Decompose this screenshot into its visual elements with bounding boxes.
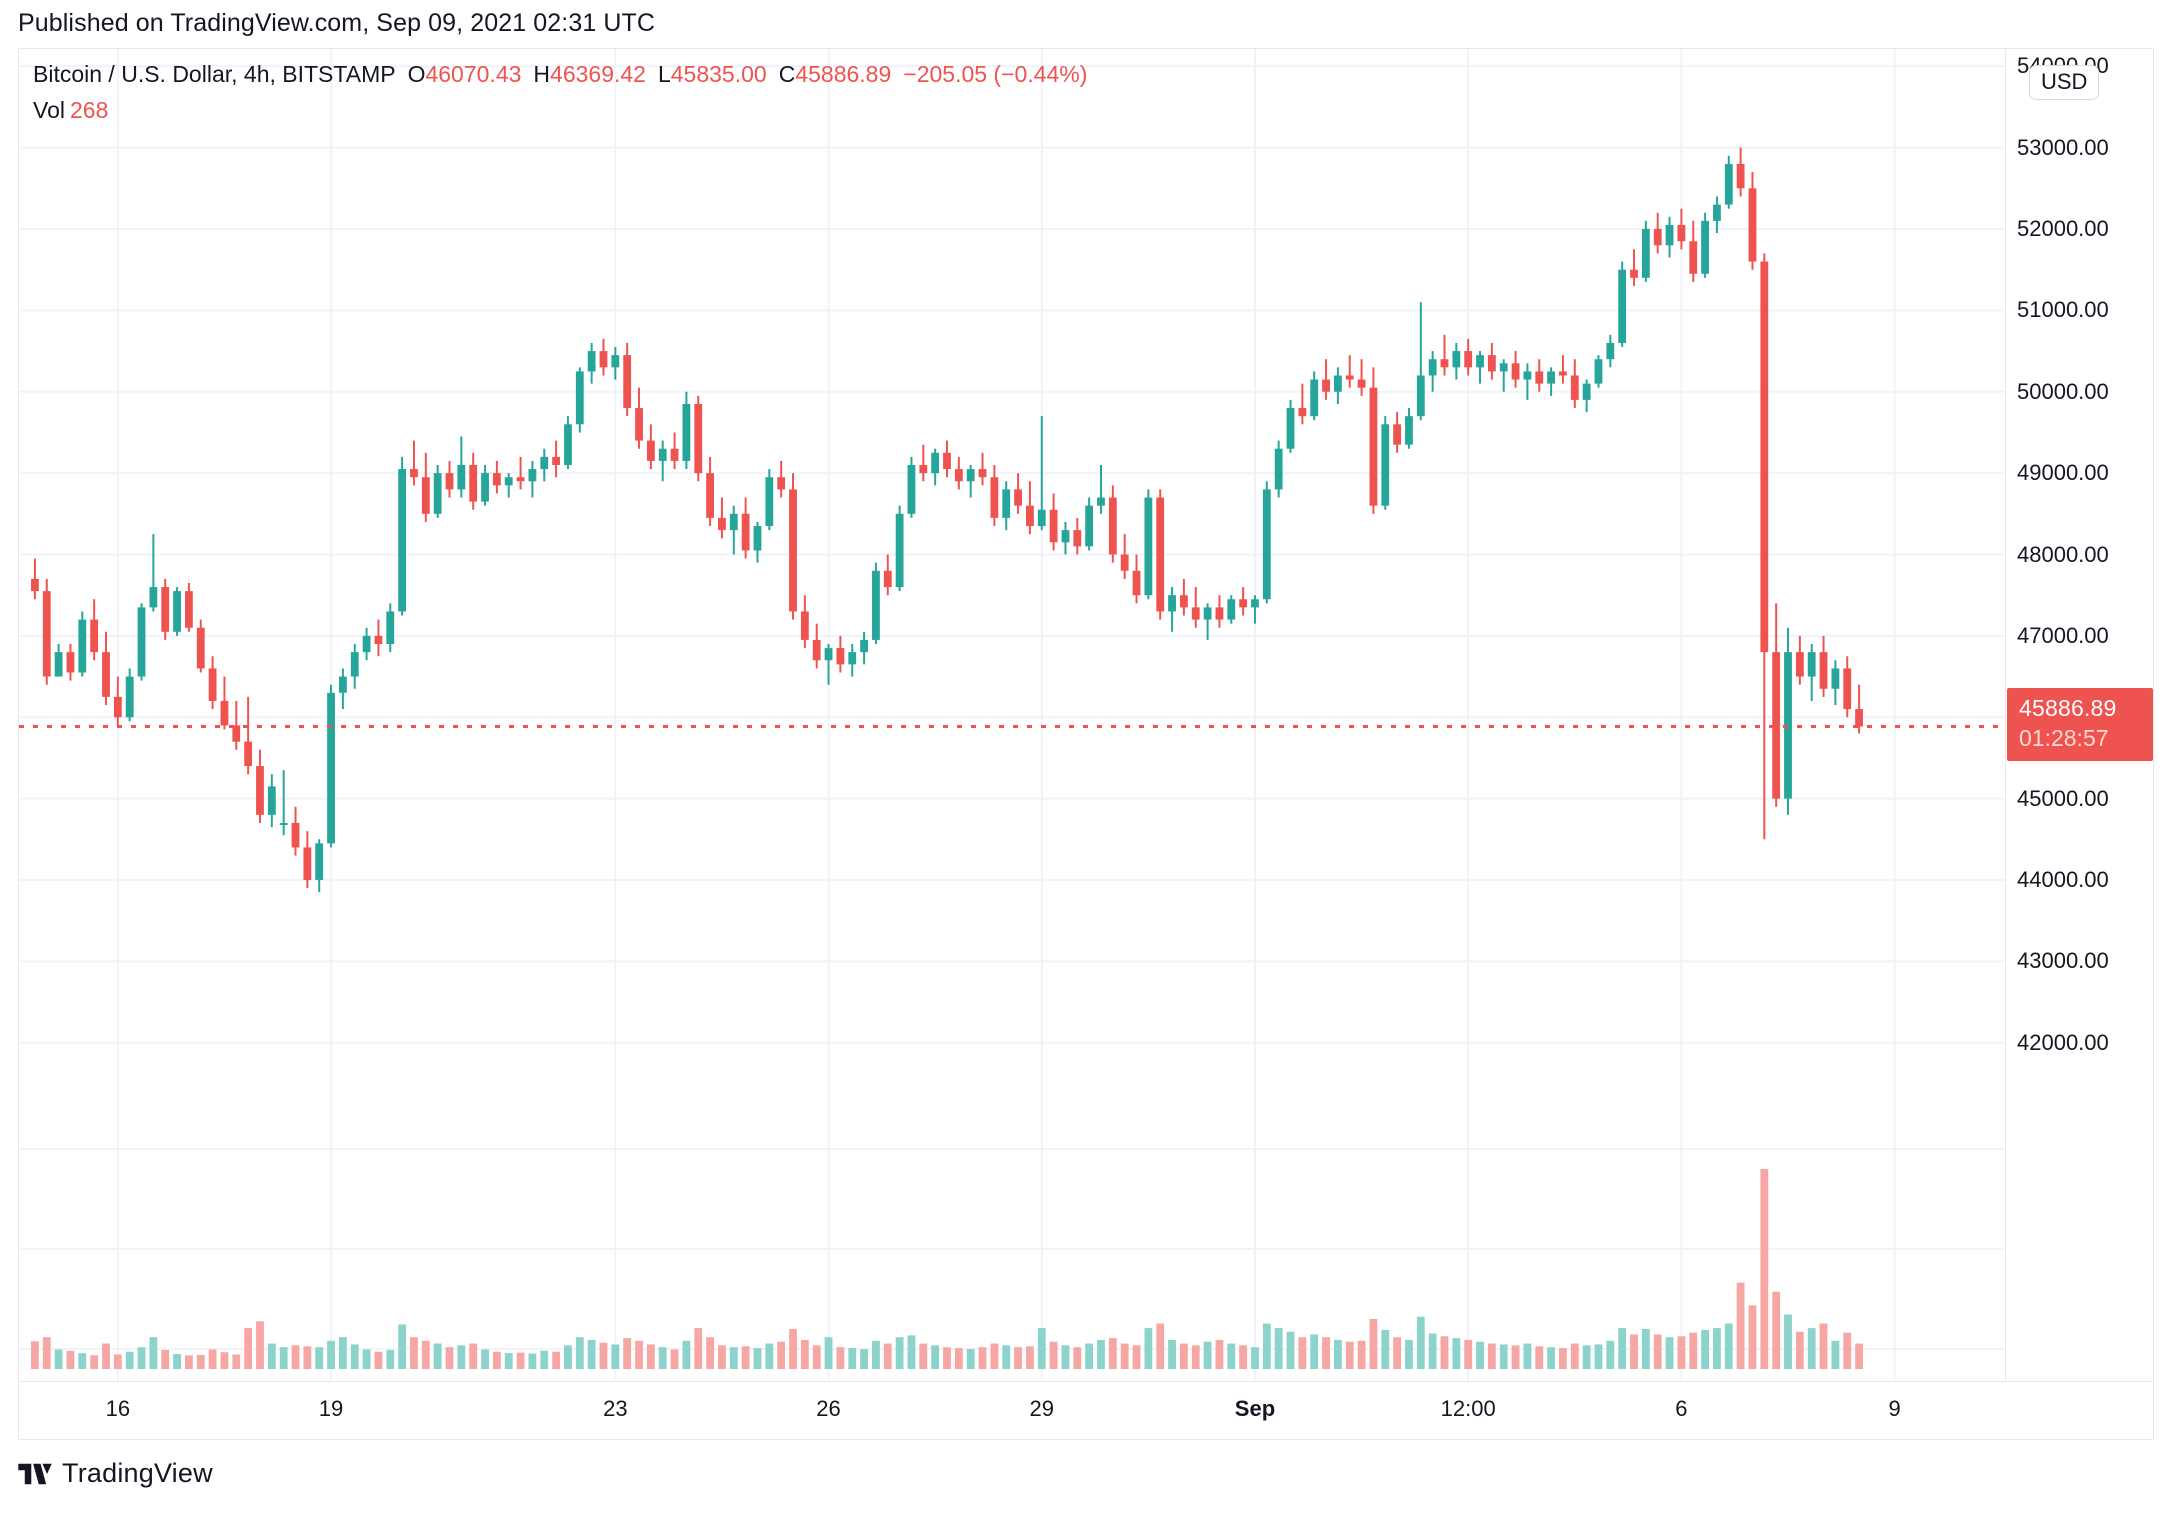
time-axis-label: 16 xyxy=(105,1396,131,1421)
price-axis-label: 48000.00 xyxy=(2017,541,2109,567)
time-scale[interactable]: 16 19 23 26 29 Sep 12:00 6 9 xyxy=(19,1381,2153,1439)
price-axis-label: 51000.00 xyxy=(2017,297,2109,323)
price-axis-label: 50000.00 xyxy=(2017,378,2109,404)
price-axis-label: 43000.00 xyxy=(2017,948,2109,974)
time-axis-label: 26 xyxy=(816,1396,841,1421)
time-axis-label: 19 xyxy=(318,1396,344,1421)
tradingview-wordmark: TradingView xyxy=(62,1458,213,1488)
time-axis-label: 12:00 xyxy=(1440,1396,1496,1421)
tradingview-logo-icon xyxy=(18,1463,52,1484)
candlestick-svg[interactable] xyxy=(19,49,2153,1439)
time-axis-label: Sep xyxy=(1234,1396,1276,1421)
time-axis-label: 23 xyxy=(603,1396,628,1421)
chart-frame: Bitcoin / U.S. Dollar, 4h, BITSTAMP O4607… xyxy=(18,48,2154,1440)
price-axis-label: 47000.00 xyxy=(2017,622,2109,648)
bar-countdown: 01:28:57 xyxy=(2019,725,2109,752)
currency-badge[interactable]: USD xyxy=(2029,65,2100,100)
price-axis-label: 45000.00 xyxy=(2017,785,2109,811)
time-axis-label: 9 xyxy=(1888,1396,1901,1421)
price-axis-label: 44000.00 xyxy=(2017,866,2109,892)
price-axis-label: 49000.00 xyxy=(2017,460,2109,486)
price-axis-label: 42000.00 xyxy=(2017,1029,2109,1055)
last-price-tag[interactable]: 45886.89 01:28:57 xyxy=(2007,688,2153,762)
price-scale[interactable]: USD 54000.0053000.0052000.0051000.005000… xyxy=(2005,49,2153,1439)
price-axis-label: 53000.00 xyxy=(2017,134,2109,160)
chart-plot-area[interactable] xyxy=(19,49,2153,1439)
last-price-value: 45886.89 xyxy=(2019,695,2117,722)
time-axis-label: 6 xyxy=(1675,1396,1688,1421)
time-axis-label: 29 xyxy=(1029,1396,1054,1421)
published-caption: Published on TradingView.com, Sep 09, 20… xyxy=(18,9,656,37)
price-axis-label: 52000.00 xyxy=(2017,216,2109,242)
footer-brand: TradingView xyxy=(18,1458,213,1489)
